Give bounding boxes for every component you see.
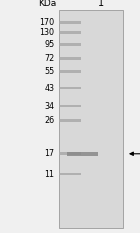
Text: 95: 95 [44,40,55,49]
Bar [59,152,80,155]
Text: 43: 43 [45,84,55,93]
Bar [59,31,80,34]
Bar [59,87,80,89]
Bar [59,21,80,24]
Bar [67,152,98,156]
Text: 1: 1 [98,0,104,8]
Bar [59,119,80,122]
Bar [59,43,80,46]
Text: 17: 17 [45,149,55,158]
Text: KDa: KDa [38,0,56,8]
Text: 34: 34 [45,102,55,110]
Bar [59,70,80,73]
Text: 72: 72 [44,54,55,63]
Bar [59,173,80,175]
Text: 170: 170 [39,18,55,27]
Bar [59,57,80,60]
Text: 130: 130 [40,28,55,37]
Bar [59,105,80,107]
Text: 26: 26 [45,116,55,125]
Text: 11: 11 [45,170,55,178]
Text: 55: 55 [44,67,55,76]
Bar [59,10,123,228]
